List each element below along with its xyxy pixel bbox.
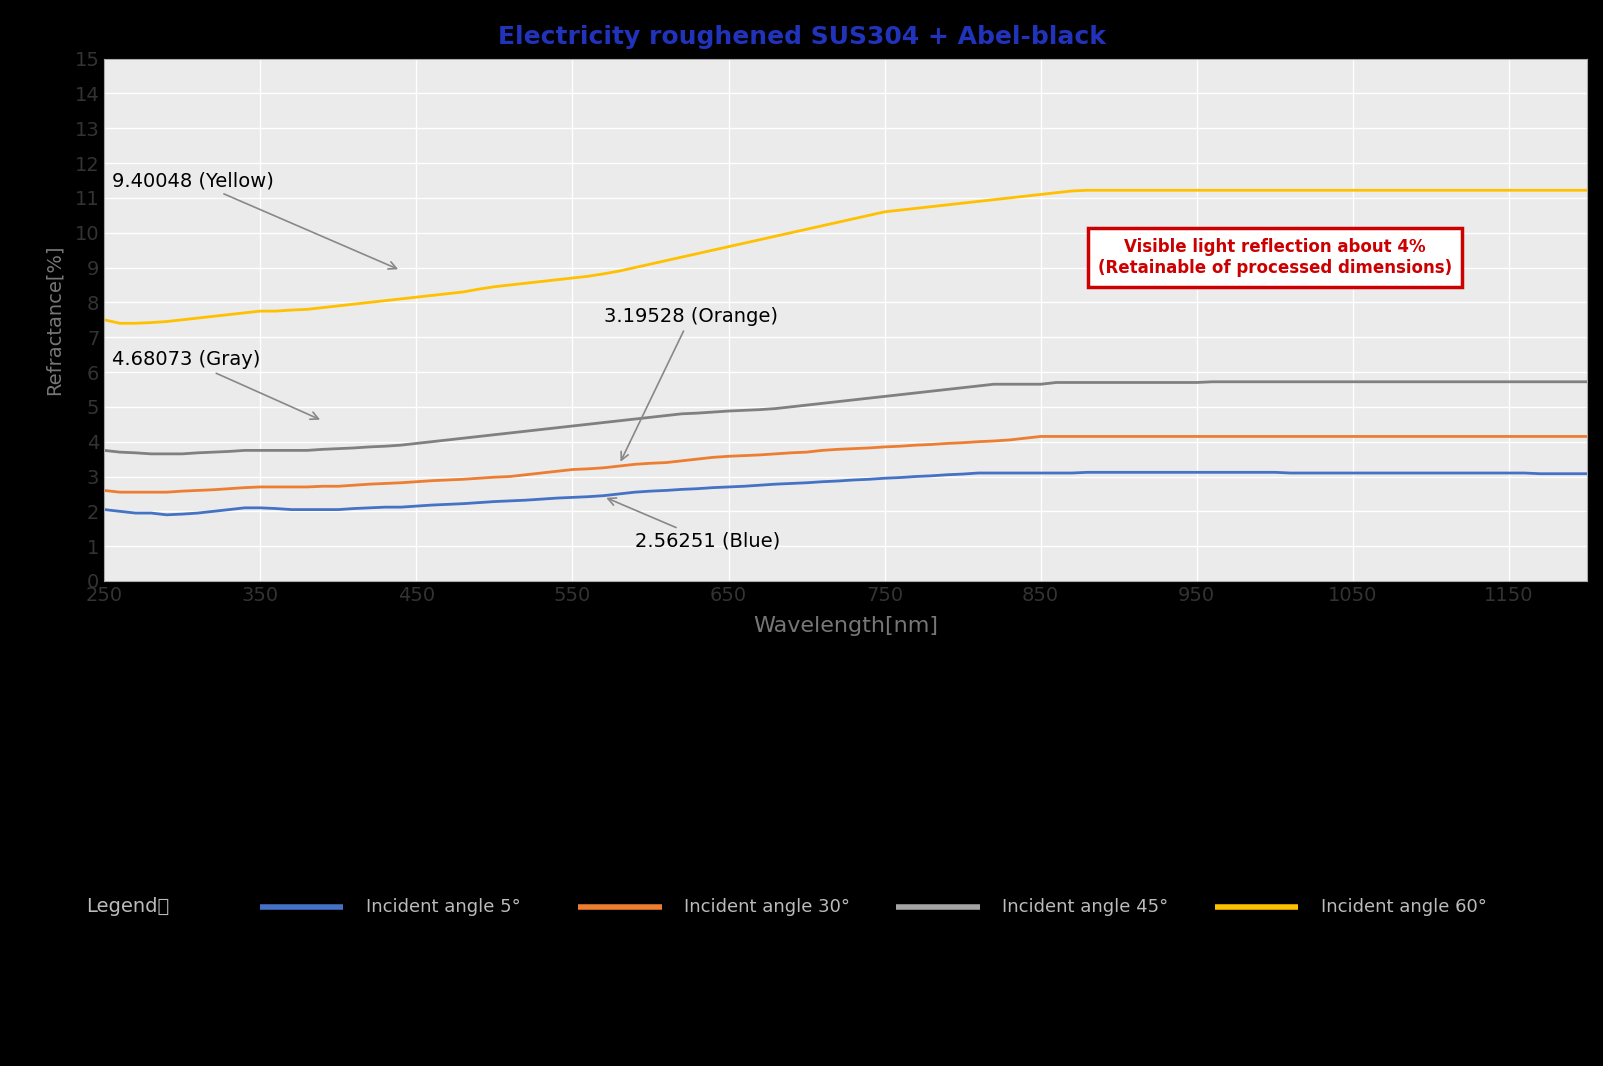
Text: Incident angle 60°: Incident angle 60° (1321, 898, 1486, 916)
Text: Legend：: Legend： (87, 898, 170, 916)
Text: 4.68073 (Gray): 4.68073 (Gray) (112, 351, 319, 419)
Text: 9.40048 (Yellow): 9.40048 (Yellow) (112, 171, 396, 269)
Text: Visible light reflection about 4%
(Retainable of processed dimensions): Visible light reflection about 4% (Retai… (1098, 238, 1452, 276)
Text: Incident angle 30°: Incident angle 30° (684, 898, 850, 916)
Text: 2.56251 (Blue): 2.56251 (Blue) (608, 498, 781, 550)
Text: 3.19528 (Orange): 3.19528 (Orange) (604, 307, 777, 461)
Text: Incident angle 45°: Incident angle 45° (1002, 898, 1169, 916)
X-axis label: Wavelength[nm]: Wavelength[nm] (753, 616, 938, 636)
Text: Electricity roughened SUS304 + Abel-black: Electricity roughened SUS304 + Abel-blac… (497, 26, 1106, 49)
Text: Incident angle 5°: Incident angle 5° (365, 898, 521, 916)
Y-axis label: Refractance[%]: Refractance[%] (45, 244, 64, 395)
